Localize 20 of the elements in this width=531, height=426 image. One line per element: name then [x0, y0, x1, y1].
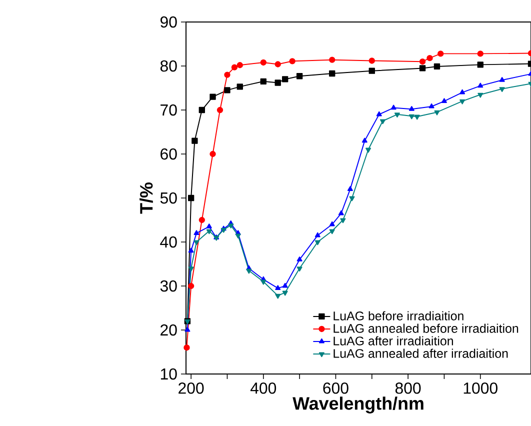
- y-axis-title: T/%: [140, 182, 153, 214]
- x-tick-label: 200: [178, 382, 204, 394]
- y-tick-label: 70: [160, 104, 177, 116]
- y-tick-label: 10: [160, 368, 177, 380]
- x-tick-label: 1000: [464, 382, 498, 394]
- legend-label: LuAG before irradiaition: [334, 311, 464, 320]
- y-tick-label: 90: [160, 16, 177, 28]
- legend-label: LuAG annealed before irradiaition: [334, 324, 518, 333]
- y-tick-label: 60: [160, 148, 177, 160]
- legend-label: LuAG annealed after irradiaition: [334, 348, 508, 358]
- x-tick-label: 600: [323, 382, 348, 394]
- y-tick-label: 40: [160, 236, 177, 248]
- y-tick-label: 30: [160, 280, 177, 292]
- x-axis-title: Wavelength/nm: [292, 396, 424, 414]
- x-tick-label: 800: [395, 382, 421, 394]
- x-tick-label: 400: [250, 382, 276, 394]
- y-tick-label: 80: [160, 60, 177, 72]
- legend-label: LuAG after irradiaition: [334, 336, 453, 346]
- y-tick-label: 50: [160, 192, 177, 204]
- y-tick-label: 20: [160, 324, 177, 336]
